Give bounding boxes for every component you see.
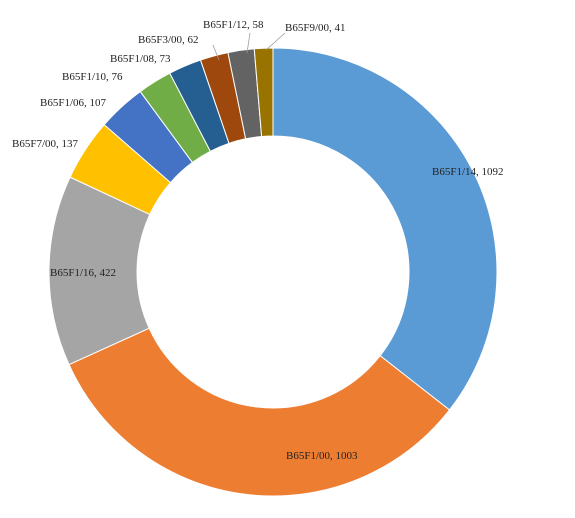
data-label-b65f1-16: B65F1/16, 422: [50, 267, 116, 279]
data-label-b65f1-06: B65F1/06, 107: [40, 97, 107, 109]
leader-line-b65f1-12: [246, 32, 251, 54]
donut-slices: [48, 47, 498, 497]
data-label-b65f7-00: B65F7/00, 137: [12, 138, 79, 150]
data-label-b65f1-14: B65F1/14, 1092: [432, 166, 504, 178]
data-label-b65f1-00: B65F1/00, 1003: [286, 450, 358, 462]
data-label-b65f1-12: B65F1/12, 58: [203, 19, 264, 31]
leader-line-b65f9-00: [265, 32, 286, 51]
data-label-b65f1-10: B65F1/10, 76: [62, 71, 123, 83]
slice-b65f9-00: [253, 47, 274, 138]
data-label-b65f1-08: B65F1/08, 73: [110, 53, 171, 65]
data-label-b65f3-00: B65F3/00, 62: [138, 34, 199, 46]
slice-b65f1-00: [68, 327, 451, 497]
slice-b65f1-14: [272, 47, 498, 411]
data-label-b65f9-00: B65F9/00, 41: [285, 22, 346, 34]
data-labels: B65F1/14, 1092 B65F1/00, 1003 B65F1/16, …: [12, 19, 504, 462]
leader-lines: [212, 32, 286, 61]
leader-line-b65f3-00: [212, 44, 220, 61]
